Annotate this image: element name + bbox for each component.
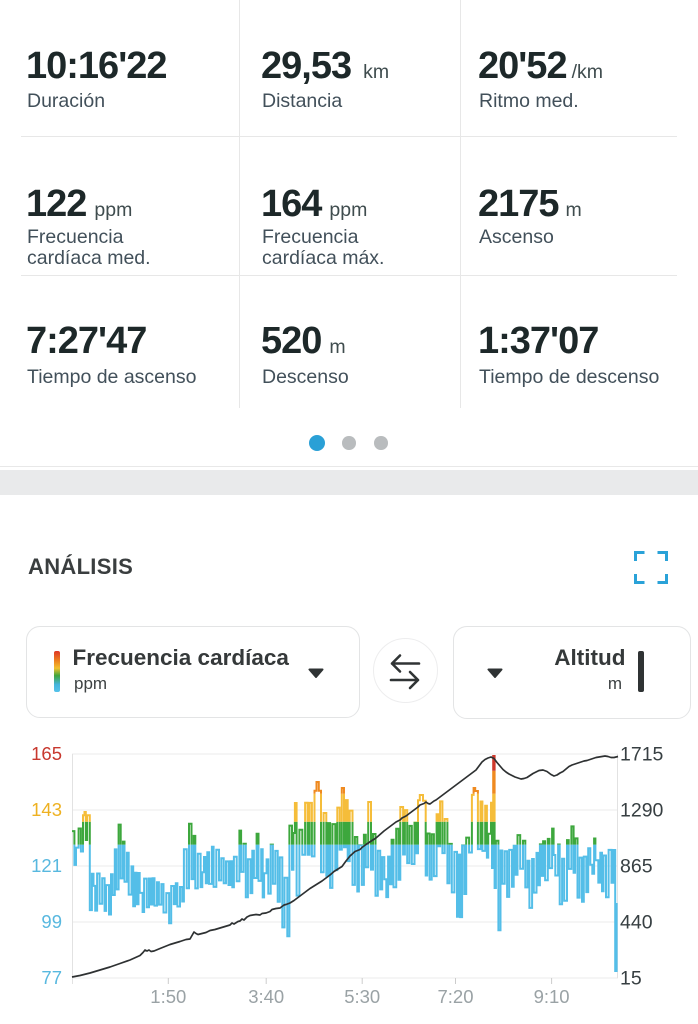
svg-text:865: 865 (620, 856, 653, 878)
svg-text:77: 77 (41, 967, 62, 988)
svg-text:3:40: 3:40 (248, 986, 284, 1007)
svg-text:7:20: 7:20 (437, 986, 473, 1007)
svg-text:143: 143 (31, 799, 62, 820)
svg-text:9:10: 9:10 (534, 986, 570, 1007)
svg-text:121: 121 (31, 855, 62, 876)
svg-text:15: 15 (620, 968, 642, 990)
svg-text:1715: 1715 (620, 744, 664, 766)
svg-text:440: 440 (620, 912, 653, 934)
svg-text:99: 99 (41, 911, 62, 932)
svg-text:5:30: 5:30 (344, 986, 380, 1007)
svg-text:1:50: 1:50 (150, 986, 186, 1007)
svg-text:165: 165 (31, 743, 62, 764)
svg-text:1290: 1290 (620, 800, 664, 822)
